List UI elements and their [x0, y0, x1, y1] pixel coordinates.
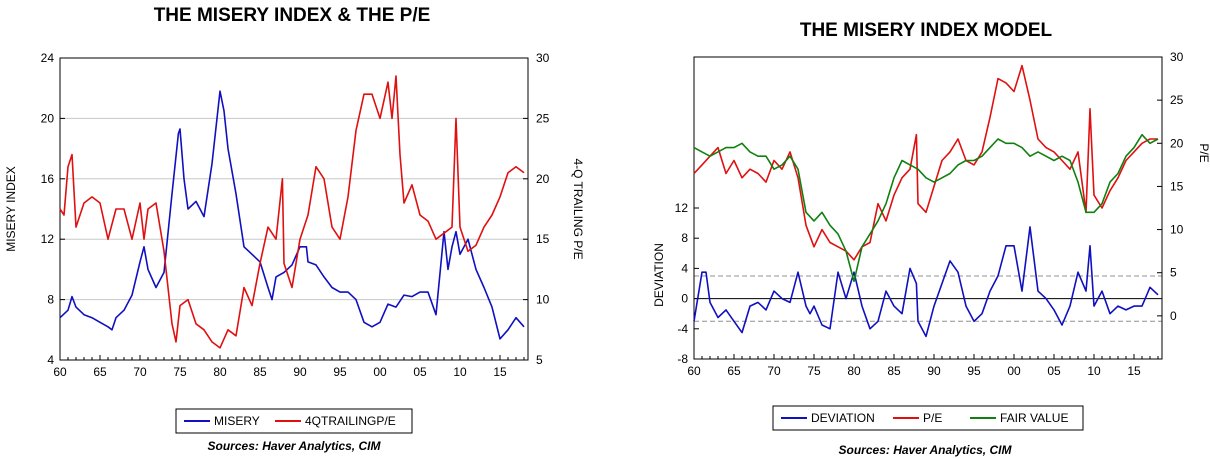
- series-line-p-e: [693, 64, 1158, 261]
- chart-misery-model: THE MISERY INDEX MODEL 60 65 70 75 80 85 90 95 0…: [652, 20, 1210, 457]
- left-tick-label: 4: [47, 353, 54, 367]
- chart2-reference-lines: [694, 275, 1162, 322]
- chart1-legend: MISERY 4QTRAILINGP/E: [175, 408, 413, 434]
- x-tick-label: 90: [927, 364, 941, 378]
- x-tick-label: 75: [173, 365, 187, 379]
- x-tick-label: 00: [1007, 364, 1021, 378]
- right-tick-label: 20: [1170, 136, 1184, 150]
- chart2-series-lines: [693, 64, 1159, 338]
- legend-label-deviation: DEVIATION: [811, 411, 875, 425]
- chart1-gridlines: [60, 57, 528, 361]
- left-tick-label: -4: [677, 322, 688, 336]
- right-tick-label: 15: [536, 232, 550, 246]
- chart1-plot-frame: [59, 57, 529, 361]
- right-tick-label: 10: [1170, 223, 1184, 237]
- x-tick-label: 85: [253, 365, 267, 379]
- legend-label-misery: MISERY: [214, 414, 260, 428]
- x-tick-label: 70: [133, 365, 147, 379]
- legend-label-pe: P/E: [923, 411, 942, 425]
- x-tick-label: 85: [887, 364, 901, 378]
- left-tick-label: 8: [681, 231, 688, 245]
- x-tick-label: 15: [493, 365, 507, 379]
- chart2-axis-ticks: 60 65 70 75 80 85 90 95 00 05 10 15-8-4048120510152…: [675, 50, 1184, 378]
- x-tick-label: 60: [53, 365, 67, 379]
- chart2-right-axis-label: P/E: [1197, 143, 1210, 162]
- x-tick-label: 95: [967, 364, 981, 378]
- x-tick-label: 70: [767, 364, 781, 378]
- chart2-source: Sources: Haver Analytics, CIM: [839, 443, 1013, 457]
- chart2-legend-box: [772, 405, 1084, 431]
- left-tick-label: 0: [681, 292, 688, 306]
- x-tick-label: 15: [1127, 364, 1141, 378]
- right-tick-label: 5: [536, 353, 543, 367]
- series-line-deviation: [693, 226, 1159, 338]
- right-tick-label: 30: [536, 51, 550, 65]
- right-tick-label: 20: [536, 172, 550, 186]
- chart1-left-axis-label: MISERY INDEX: [4, 166, 18, 252]
- x-tick-label: 65: [93, 365, 107, 379]
- chart1-series-lines: [59, 75, 525, 349]
- legend-label-trailing-pe: 4QTRAILINGP/E: [305, 414, 396, 428]
- chart2-title: THE MISERY INDEX MODEL: [800, 20, 1053, 41]
- left-tick-label: 20: [41, 111, 55, 125]
- series-line-fair-value: [693, 133, 1159, 283]
- right-tick-label: 25: [1170, 93, 1184, 107]
- left-tick-label: -8: [677, 352, 688, 366]
- left-tick-label: 12: [675, 201, 689, 215]
- right-tick-label: 15: [1170, 179, 1184, 193]
- x-tick-label: 05: [413, 365, 427, 379]
- x-tick-label: 05: [1047, 364, 1061, 378]
- right-tick-label: 0: [1170, 309, 1177, 323]
- left-tick-label: 12: [41, 232, 55, 246]
- x-tick-label: 80: [847, 364, 861, 378]
- x-tick-label: 80: [213, 365, 227, 379]
- x-tick-label: 90: [293, 365, 307, 379]
- chart2-left-axis-label: DEVIATION: [652, 243, 666, 307]
- right-tick-label: 25: [536, 111, 550, 125]
- chart-misery-pe: THE MISERY INDEX & THE P/E 60 65 70 75 80 85 9…: [4, 5, 585, 453]
- legend-label-fair-value: FAIR VALUE: [1000, 411, 1068, 425]
- x-tick-label: 10: [453, 365, 467, 379]
- chart1-source: Sources: Haver Analytics, CIM: [208, 439, 382, 453]
- left-tick-label: 8: [47, 293, 54, 307]
- right-tick-label: 5: [1170, 266, 1177, 280]
- series-line-4qtrailingp-e: [59, 75, 525, 349]
- x-tick-label: 75: [807, 364, 821, 378]
- left-tick-label: 24: [41, 51, 55, 65]
- chart1-title: THE MISERY INDEX & THE P/E: [154, 5, 431, 26]
- series-line-misery: [59, 90, 525, 340]
- x-tick-label: 10: [1087, 364, 1101, 378]
- right-tick-label: 30: [1170, 50, 1184, 64]
- x-tick-label: 65: [727, 364, 741, 378]
- x-tick-label: 00: [373, 365, 387, 379]
- chart1-axis-ticks: 60 65 70 75 80 85 90 95 00 05 10 15 4 8 12 16 20 24 5 10 15 2…: [41, 51, 550, 379]
- x-tick-label: 60: [687, 364, 701, 378]
- chart2-legend: DEVIATION P/E FAIR VALUE: [772, 405, 1084, 431]
- left-tick-label: 16: [41, 172, 55, 186]
- left-tick-label: 4: [681, 261, 688, 275]
- x-tick-label: 95: [333, 365, 347, 379]
- right-tick-label: 10: [536, 293, 550, 307]
- chart1-right-axis-label: 4-Q TRAILING P/E: [571, 158, 585, 259]
